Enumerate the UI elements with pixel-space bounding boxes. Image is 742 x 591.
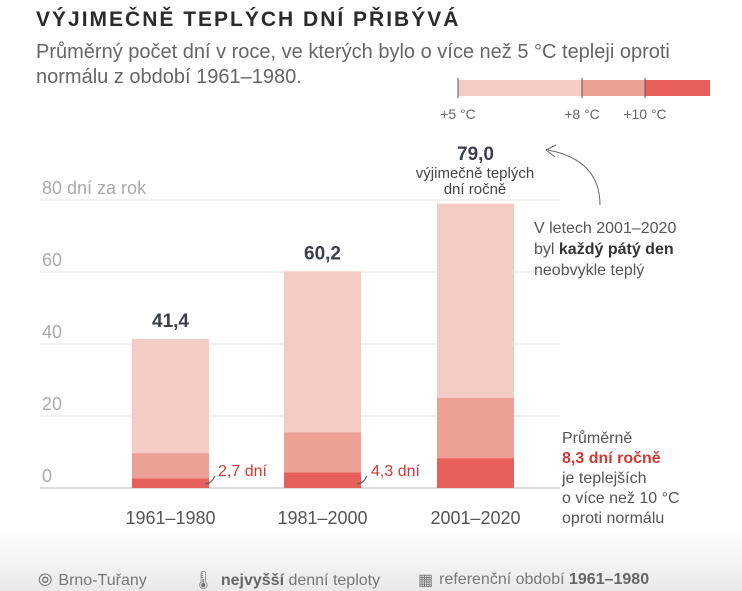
location-pin-icon: ⦾ <box>38 570 53 590</box>
footer: ⦾ Brno-Tuřany 🌡︎ nejvyšší denní teploty ▦ r… <box>0 530 742 591</box>
bar-segment <box>284 432 361 473</box>
legend-label: +5 °C <box>440 106 476 122</box>
temp-rest: denní teploty <box>284 571 381 589</box>
note2-line: 8,3 dní ročně <box>562 450 661 467</box>
low-value-label: 2,7 dní <box>218 463 267 480</box>
bar-segment <box>284 472 361 488</box>
x-tick-label: 1981–2000 <box>277 508 367 528</box>
legend-label: +8 °C <box>564 106 600 122</box>
total-note: výjimečně teplých <box>416 165 534 182</box>
legend-label: +10 °C <box>623 106 666 122</box>
footer-ref: ▦ referenční období 1961–1980 <box>418 570 649 590</box>
y-tick-label: 40 <box>42 322 62 342</box>
bar-segment <box>284 271 361 433</box>
note2-line: o více než 10 °C <box>562 490 680 507</box>
footer-temp: 🌡︎ nejvyšší denní teploty <box>192 570 380 591</box>
legend-swatch <box>458 80 582 96</box>
y-tick-label: 20 <box>42 394 62 414</box>
legend-swatch <box>582 80 645 96</box>
y-tick-label: 80 dní za rok <box>42 178 147 198</box>
arrow-head-icon <box>545 144 557 158</box>
chart-title: VÝJIMEČNĚ TEPLÝCH DNÍ PŘIBÝVÁ <box>36 8 461 31</box>
bar-segment <box>132 478 209 488</box>
bar-segment <box>132 338 209 454</box>
location-text: Brno-Tuřany <box>58 571 147 589</box>
thermometer-icon: 🌡︎ <box>192 570 215 590</box>
low-value-label: 4,3 dní <box>371 463 420 480</box>
x-tick-label: 2001–2020 <box>430 508 520 528</box>
note2-line: Průměrně <box>562 429 632 447</box>
temp-bold: nejvyšší <box>220 571 285 589</box>
bar-segment <box>437 458 514 488</box>
note1-line: V letech 2001–2020 <box>534 220 676 237</box>
note1-line: byl každý pátý den <box>534 241 674 258</box>
bar-segment <box>437 203 514 398</box>
bar-segment <box>132 453 209 479</box>
note2-line: je teplejších <box>561 470 647 487</box>
bar-segment <box>437 398 514 459</box>
y-tick-label: 0 <box>42 466 52 486</box>
bar-total-label: 41,4 <box>152 311 189 332</box>
ref-rest: referenční období <box>439 571 569 588</box>
legend-swatch <box>645 80 710 96</box>
label-leader <box>356 475 368 485</box>
note2-line: oproti normálu <box>562 510 664 527</box>
label-leader <box>204 475 216 485</box>
note1-line: neobvykle teplý <box>534 262 644 279</box>
chart-subtitle: Průměrný počet dní v roce, ve kterých by… <box>36 41 670 88</box>
calendar-icon: ▦ <box>418 572 434 589</box>
bar-total-label: 79,0 <box>457 144 494 165</box>
total-note: dní ročně <box>444 181 507 198</box>
x-tick-label: 1961–1980 <box>125 508 215 528</box>
bar-total-label: 60,2 <box>304 243 341 264</box>
annotation-arrow <box>547 149 601 206</box>
ref-bold: 1961–1980 <box>569 571 650 588</box>
footer-location: ⦾ Brno-Tuřany <box>38 570 147 591</box>
y-tick-label: 60 <box>42 250 62 270</box>
